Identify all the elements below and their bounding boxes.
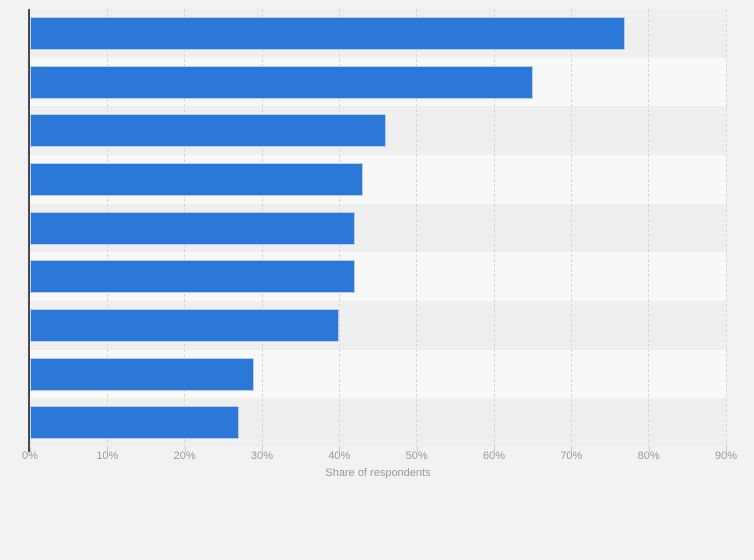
x-axis-tick	[184, 447, 186, 452]
bar[interactable]	[30, 65, 533, 99]
bar[interactable]	[30, 406, 239, 440]
x-tick-label: 40%	[328, 450, 351, 462]
x-tick-label: 90%	[714, 450, 738, 462]
x-tick-label: 20%	[173, 450, 196, 462]
bar[interactable]	[30, 16, 626, 50]
x-axis-tick	[726, 447, 727, 452]
x-tick-label: 0%	[22, 450, 38, 462]
bar[interactable]	[30, 211, 355, 245]
bar[interactable]	[30, 260, 355, 294]
bar[interactable]	[30, 308, 340, 342]
x-axis-tick	[571, 447, 573, 452]
x-axis-tick	[107, 447, 109, 452]
x-axis-tick	[494, 447, 495, 452]
bar[interactable]	[30, 162, 363, 196]
x-axis-title: Share of respondents	[325, 467, 431, 479]
plot-area	[28, 9, 727, 452]
gridline	[416, 9, 418, 447]
x-axis-tick	[339, 447, 341, 452]
x-tick-label: 50%	[405, 450, 428, 462]
gridline	[648, 9, 650, 447]
x-tick-label: 60%	[482, 450, 506, 462]
x-tick-label: 70%	[560, 450, 583, 462]
x-axis-tick	[262, 447, 263, 452]
gridline	[493, 9, 495, 447]
category-axis-line	[28, 9, 30, 452]
x-axis-tick	[648, 447, 650, 452]
x-axis-tick	[416, 447, 418, 452]
x-axis-tick	[30, 447, 31, 452]
x-tick-label: 30%	[250, 450, 274, 462]
x-tick-label: 80%	[637, 450, 660, 462]
x-tick-label: 10%	[96, 450, 119, 462]
gridline	[570, 9, 572, 447]
bar[interactable]	[30, 114, 386, 148]
bar[interactable]	[30, 357, 255, 391]
gridline	[725, 9, 727, 447]
